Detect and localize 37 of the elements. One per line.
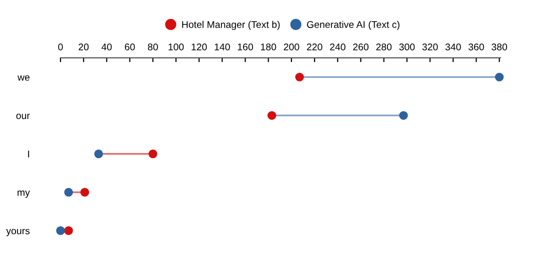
point [56,226,65,236]
x-tick-label: 360 [468,44,484,50]
x-tick-label: 280 [376,44,392,50]
legend-label: Hotel Manager (Text b) [182,20,280,30]
point [267,111,276,120]
x-tick-label: 260 [353,44,368,50]
x-tick-label: 80 [148,44,158,50]
x-tick-label: 200 [284,44,300,50]
x-tick-label: 240 [330,44,346,50]
point [64,188,73,197]
x-tick-label: 220 [306,44,322,50]
y-tick-label: yours [6,228,30,236]
y-tick-label: my [18,190,30,198]
y-tick-label: we [18,75,30,81]
point [148,149,158,158]
x-tick-label: 60 [124,44,135,50]
legend-label: Generative AI (Text c) [307,20,400,30]
x-tick-label: 0 [58,44,63,50]
x-tick-label: 40 [102,44,112,50]
x-tick-label: 340 [445,44,461,50]
point [494,72,504,82]
y-tick-label: I [28,150,30,158]
point [295,72,304,82]
x-tick-label: 20 [78,44,89,50]
x-tick-label: 180 [261,44,276,50]
y-tick-label: our [16,114,30,120]
x-tick-label: 100 [168,44,184,50]
x-tick-label: 300 [399,44,415,50]
x-tick-label: 160 [238,44,254,50]
point [399,111,408,120]
x-tick-label: 320 [422,44,438,50]
x-tick-label: 120 [192,44,207,50]
point [64,226,73,236]
x-tick-label: 380 [492,44,508,50]
point [94,149,103,158]
point [80,188,90,197]
x-tick-label: 140 [214,44,230,50]
